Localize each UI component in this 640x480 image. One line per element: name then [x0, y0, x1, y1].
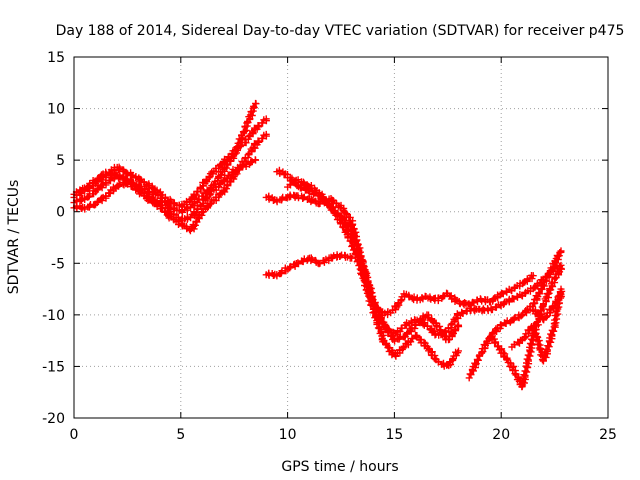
y-tick-label: -20: [42, 411, 65, 427]
y-tick-label: -15: [42, 359, 65, 375]
y-tick-label: -5: [51, 256, 65, 272]
x-tick-label: 25: [599, 427, 617, 443]
x-tick-label: 0: [70, 427, 79, 443]
y-tick-label: 5: [56, 153, 65, 169]
x-tick-label: 5: [176, 427, 185, 443]
x-axis-label: GPS time / hours: [281, 459, 398, 475]
series-trace-8: [262, 251, 356, 280]
y-tick-label: 0: [56, 205, 65, 221]
axis-ticks: [73, 56, 609, 419]
series-markers: [529, 290, 565, 324]
series-trace-10: [465, 247, 565, 382]
series-markers: [262, 251, 356, 280]
y-tick-label: 10: [47, 102, 65, 118]
y-tick-label: -10: [42, 308, 65, 324]
series-trace-9: [380, 311, 463, 345]
tick-labels: 0 5 10 15 20 25 -20 -15 -10 -5 0 5 10 15: [42, 50, 617, 443]
data-markers: [70, 99, 566, 391]
plot-frame: [73, 56, 609, 419]
series-trace-7: [284, 176, 462, 370]
y-tick-label: 15: [47, 50, 65, 66]
series-markers: [284, 176, 462, 370]
series-markers: [380, 311, 463, 345]
x-tick-label: 10: [279, 427, 297, 443]
x-tick-label: 15: [385, 427, 403, 443]
y-axis-label: SDTVAR / TECUs: [6, 180, 22, 295]
series-trace-13: [529, 290, 565, 324]
x-tick-label: 20: [492, 427, 510, 443]
chart-title: Day 188 of 2014, Sidereal Day-to-day VTE…: [56, 23, 625, 39]
series-markers: [465, 247, 565, 382]
